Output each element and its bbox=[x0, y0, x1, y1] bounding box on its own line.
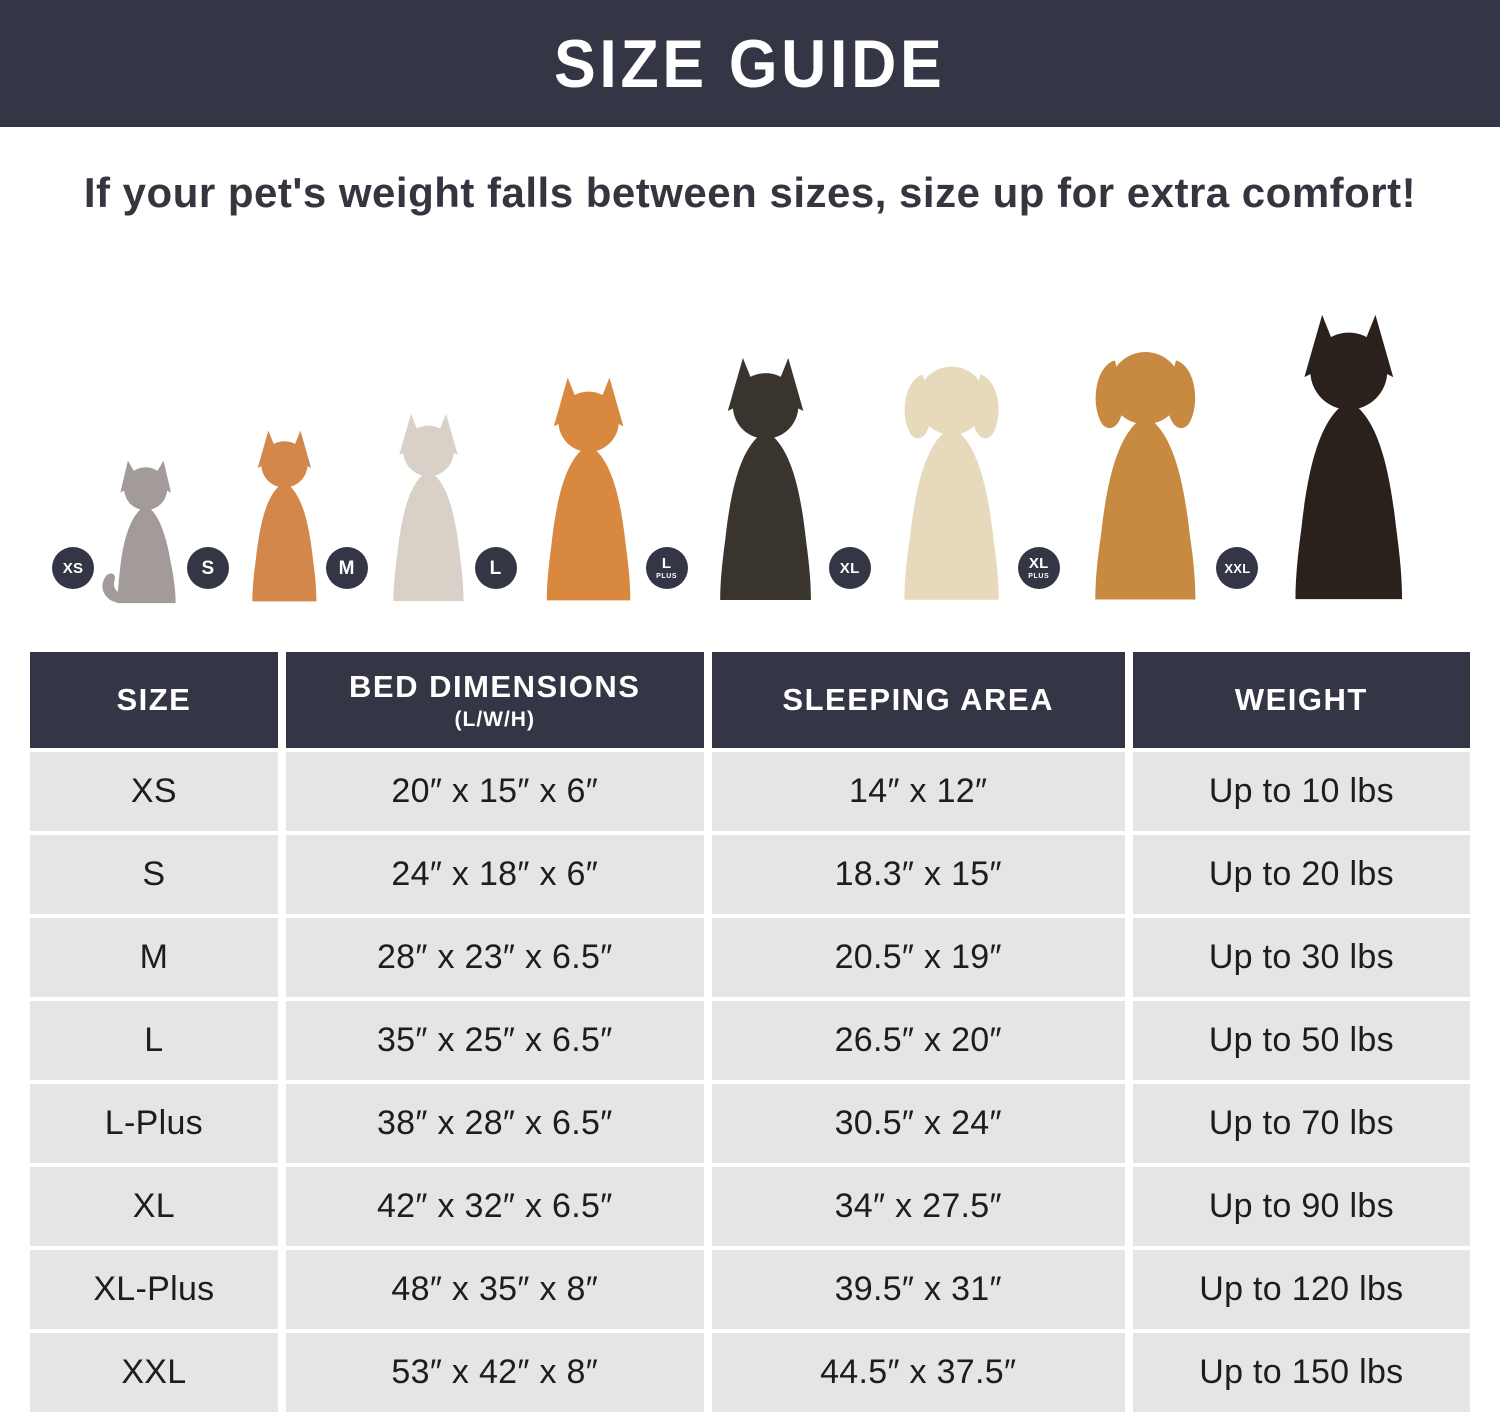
cell-weight: Up to 50 lbs bbox=[1132, 1001, 1470, 1080]
shiba-inu-illustration bbox=[546, 377, 630, 601]
subtitle: If your pet's weight falls between sizes… bbox=[83, 169, 1417, 216]
cell-sleeping-area: 34″ x 27.5″ bbox=[711, 1167, 1125, 1246]
size-guide-table: SIZE BED DIMENSIONS (L/W/H) SLEEPING ARE… bbox=[30, 652, 1470, 1412]
cell-bed-dimensions: 53″ x 42″ x 8″ bbox=[285, 1333, 704, 1412]
pets-row: XS S M L bbox=[0, 305, 1500, 605]
size-badge-xxl: XXL bbox=[1216, 547, 1259, 589]
cell-bed-dimensions: 48″ x 35″ x 8″ bbox=[285, 1250, 704, 1329]
cell-size: L-Plus bbox=[30, 1084, 278, 1163]
french-bulldog-illustration bbox=[393, 413, 464, 602]
cell-weight: Up to 90 lbs bbox=[1132, 1167, 1470, 1246]
size-badge-s: S bbox=[187, 547, 229, 589]
cell-weight: Up to 30 lbs bbox=[1132, 918, 1470, 997]
cat-illustration bbox=[102, 460, 176, 604]
doberman-illustration bbox=[1295, 314, 1403, 600]
size-badge-l: L bbox=[474, 547, 517, 589]
cell-bed-dimensions: 24″ x 18″ x 6″ bbox=[285, 835, 704, 914]
column-header-weight: WEIGHT bbox=[1132, 652, 1470, 748]
cell-bed-dimensions: 20″ x 15″ x 6″ bbox=[285, 752, 704, 831]
column-header-bed-dimensions: BED DIMENSIONS (L/W/H) bbox=[285, 652, 704, 748]
pet-cat: XS bbox=[52, 455, 199, 605]
size-badge-label: L bbox=[489, 557, 502, 579]
pet-labrador: XL bbox=[828, 343, 1030, 605]
cell-sleeping-area: 18.3″ x 15″ bbox=[711, 835, 1125, 914]
cell-weight: Up to 150 lbs bbox=[1132, 1333, 1470, 1412]
size-badge-label: XS bbox=[62, 559, 84, 577]
cell-sleeping-area: 26.5″ x 20″ bbox=[711, 1001, 1125, 1080]
size-badge-label: L bbox=[661, 555, 672, 572]
size-badge-xl: XL bbox=[828, 547, 871, 589]
cell-bed-dimensions: 28″ x 23″ x 6.5″ bbox=[285, 918, 704, 997]
cell-weight: Up to 10 lbs bbox=[1132, 752, 1470, 831]
pomeranian-illustration bbox=[252, 430, 317, 602]
pet-pomeranian: S bbox=[187, 427, 338, 605]
size-badge-sublabel: PLUS bbox=[1028, 573, 1050, 580]
cell-sleeping-area: 20.5″ x 19″ bbox=[711, 918, 1125, 997]
labrador-illustration bbox=[904, 366, 999, 600]
pet-french-bulldog: M bbox=[325, 410, 487, 605]
cell-sleeping-area: 30.5″ x 24″ bbox=[711, 1084, 1125, 1163]
cell-weight: Up to 70 lbs bbox=[1132, 1084, 1470, 1163]
cell-bed-dimensions: 38″ x 28″ x 6.5″ bbox=[285, 1084, 704, 1163]
cell-weight: Up to 20 lbs bbox=[1132, 835, 1470, 914]
pet-doberman: XXL bbox=[1216, 309, 1438, 605]
cell-size: L bbox=[30, 1001, 278, 1080]
column-header-size: SIZE bbox=[30, 652, 278, 748]
size-badge-sublabel: PLUS bbox=[656, 573, 678, 580]
pet-border-collie: L PLUS bbox=[645, 353, 841, 605]
cell-size: M bbox=[30, 918, 278, 997]
cell-size: XL-Plus bbox=[30, 1250, 278, 1329]
size-badge-m: M bbox=[325, 547, 368, 589]
cell-size: XXL bbox=[30, 1333, 278, 1412]
cell-size: XS bbox=[30, 752, 278, 831]
cell-size: XL bbox=[30, 1167, 278, 1246]
size-badge-xs: XS bbox=[52, 547, 94, 589]
pet-shiba-inu: L bbox=[474, 373, 658, 605]
size-badge-label: XXL bbox=[1224, 560, 1251, 576]
cell-bed-dimensions: 35″ x 25″ x 6.5″ bbox=[285, 1001, 704, 1080]
size-badge-label: M bbox=[338, 557, 355, 579]
cell-sleeping-area: 14″ x 12″ bbox=[711, 752, 1125, 831]
pet-golden-retriever: XL PLUS bbox=[1017, 327, 1229, 605]
size-badge-label: XL bbox=[1028, 555, 1049, 572]
cell-size: S bbox=[30, 835, 278, 914]
size-badge-label: S bbox=[201, 557, 215, 579]
size-badge-l-plus: L PLUS bbox=[645, 547, 688, 589]
border-collie-illustration bbox=[719, 358, 811, 600]
golden-retriever-illustration bbox=[1095, 352, 1196, 600]
column-header-sleeping-area: SLEEPING AREA bbox=[711, 652, 1125, 748]
cell-sleeping-area: 44.5″ x 37.5″ bbox=[711, 1333, 1125, 1412]
page-title: SIZE GUIDE bbox=[554, 25, 946, 102]
cell-weight: Up to 120 lbs bbox=[1132, 1250, 1470, 1329]
size-badge-label: XL bbox=[839, 559, 860, 577]
cell-bed-dimensions: 42″ x 32″ x 6.5″ bbox=[285, 1167, 704, 1246]
size-badge-xl-plus: XL PLUS bbox=[1017, 547, 1060, 589]
header-banner: SIZE GUIDE bbox=[0, 0, 1500, 127]
cell-sleeping-area: 39.5″ x 31″ bbox=[711, 1250, 1125, 1329]
